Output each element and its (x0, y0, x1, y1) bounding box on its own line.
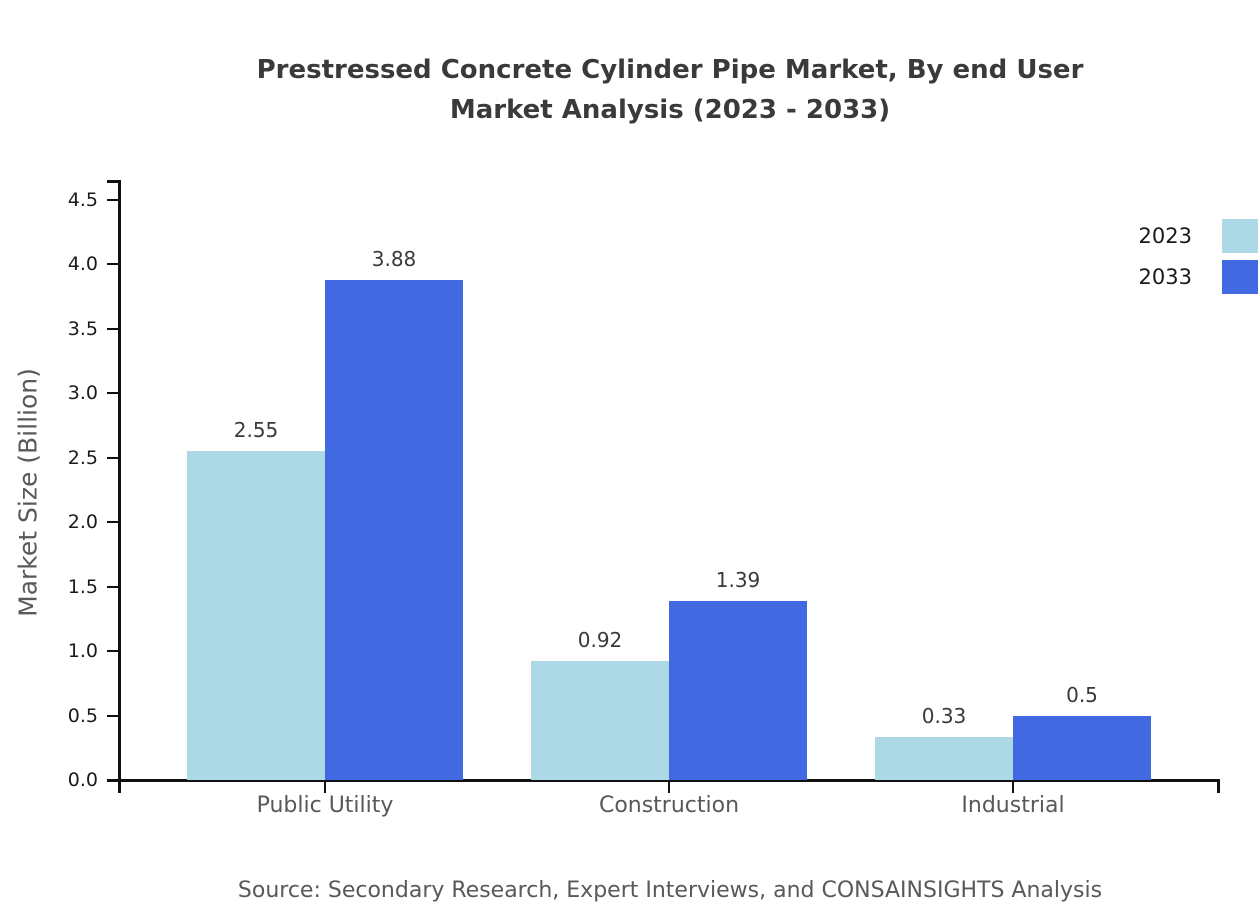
y-tick-label: 1.5 (67, 576, 98, 598)
bar-2023-industrial (875, 737, 1013, 780)
x-axis-line (107, 779, 1220, 782)
y-tick-label: 4.5 (67, 189, 98, 211)
y-tick-label: 0.5 (67, 705, 98, 727)
y-tick-mark (107, 392, 119, 394)
value-label-2033-construction: 1.39 (715, 568, 761, 592)
y-tick-label: 1.0 (67, 640, 98, 662)
chart-title-line2: Market Analysis (2023 - 2033) (449, 95, 891, 125)
x-tick-mark (668, 782, 670, 793)
x-tick-mark (1012, 782, 1014, 793)
legend-item-2033: 2033 (1139, 260, 1258, 294)
y-tick-mark (107, 457, 119, 459)
bar-2023-public-utility (187, 451, 325, 780)
bar-2033-construction (669, 601, 807, 780)
value-label-2023-construction: 0.92 (577, 628, 623, 652)
legend-swatch-2023 (1222, 219, 1258, 253)
y-tick-mark (107, 715, 119, 717)
legend: 2023 2033 (1139, 219, 1258, 294)
y-tick-mark (107, 328, 119, 330)
y-tick-label: 0.0 (67, 769, 98, 791)
y-tick-label: 3.0 (67, 382, 98, 404)
y-tick-mark (107, 199, 119, 201)
y-tick-label: 4.0 (67, 253, 98, 275)
y-tick-label: 2.5 (67, 447, 98, 469)
y-tick-mark (107, 650, 119, 652)
legend-label-2023: 2023 (1138, 224, 1192, 248)
y-tick-label: 3.5 (67, 318, 98, 340)
x-axis-end-cap (1217, 779, 1220, 793)
y-tick-mark (107, 521, 119, 523)
y-tick-mark (107, 779, 119, 781)
legend-label-2033: 2033 (1138, 265, 1192, 289)
bar-2023-construction (531, 661, 669, 780)
value-label-2023-public-utility: 2.55 (233, 418, 279, 442)
x-category-label-public-utility: Public Utility (256, 793, 394, 818)
x-tick-mark (324, 782, 326, 793)
y-axis-top-cap (107, 180, 119, 183)
chart-title-line1: Prestressed Concrete Cylinder Pipe Marke… (256, 55, 1084, 85)
source-note: Source: Secondary Research, Expert Inter… (237, 878, 1103, 903)
legend-item-2023: 2023 (1139, 219, 1258, 253)
x-category-label-construction: Construction (598, 793, 740, 818)
value-label-2033-industrial: 0.5 (1066, 683, 1098, 707)
y-tick-mark (107, 263, 119, 265)
y-tick-label: 2.0 (67, 511, 98, 533)
legend-swatch-2033 (1222, 260, 1258, 294)
y-axis-line (118, 180, 121, 793)
bar-2033-public-utility (325, 280, 463, 780)
x-category-label-industrial: Industrial (961, 793, 1065, 818)
y-tick-mark (107, 586, 119, 588)
value-label-2023-industrial: 0.33 (921, 704, 967, 728)
value-label-2033-public-utility: 3.88 (371, 247, 417, 271)
chart-title: Prestressed Concrete Cylinder Pipe Marke… (120, 50, 1220, 130)
bar-2033-industrial (1013, 716, 1151, 780)
